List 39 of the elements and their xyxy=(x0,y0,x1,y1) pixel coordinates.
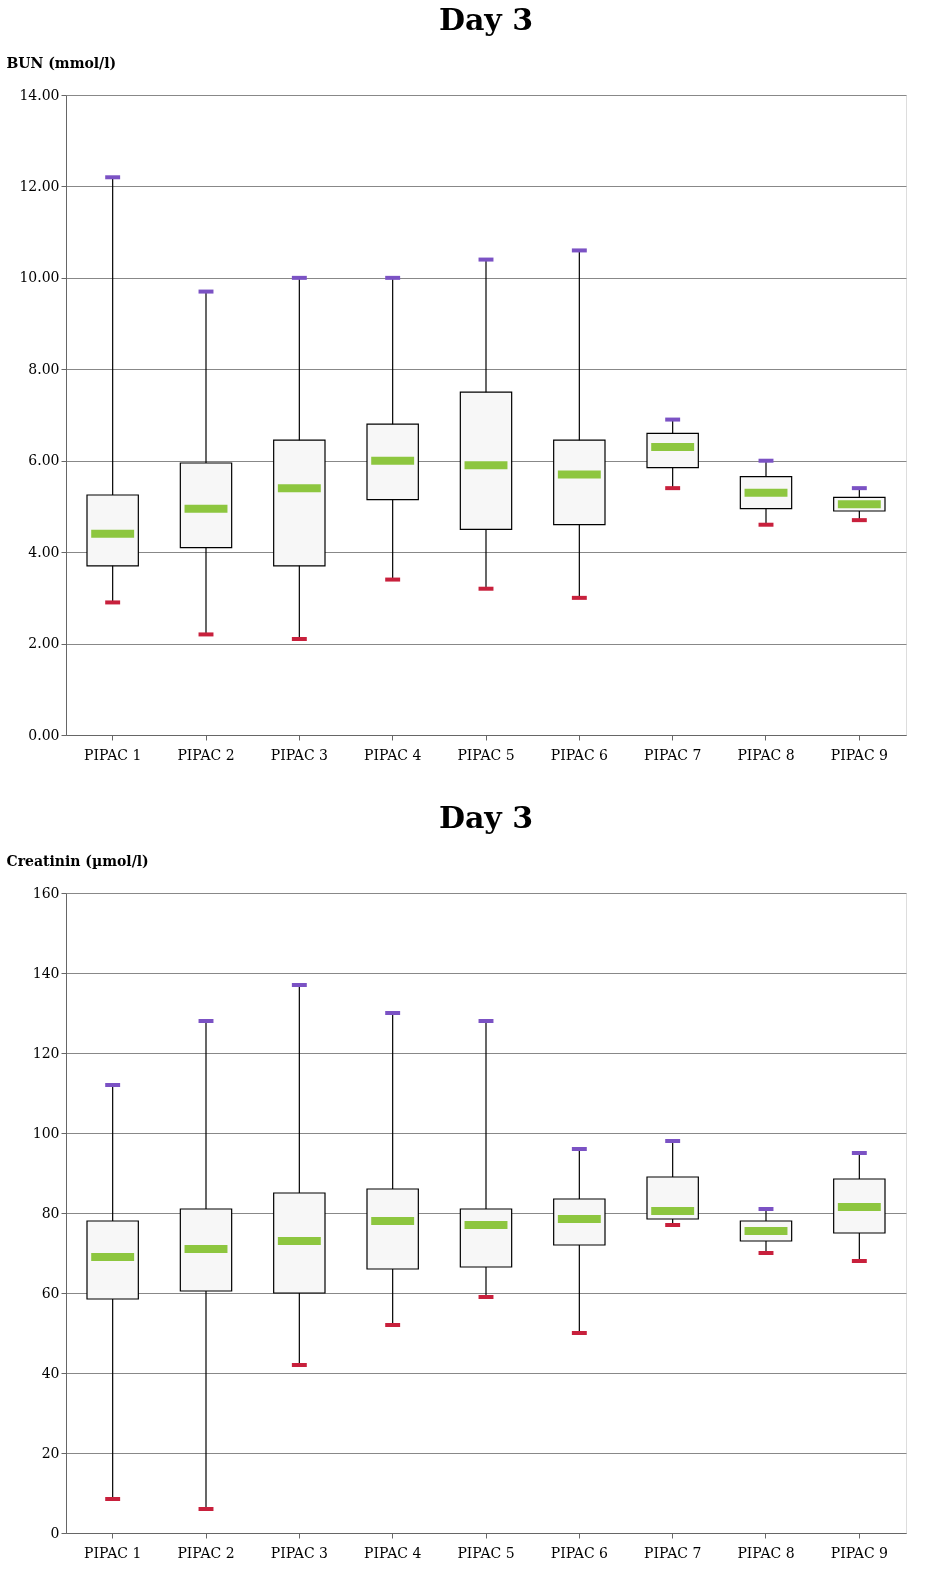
x-tick-label: PIPAC 7 xyxy=(644,1544,702,1561)
y-tick-label: 2.00 xyxy=(28,635,60,652)
y-tick-label: 12.00 xyxy=(19,177,60,194)
x-tick-label: PIPAC 6 xyxy=(550,1544,609,1561)
y-tick-label: 10.00 xyxy=(19,269,60,286)
chart-title: Day 3 xyxy=(438,2,534,37)
y-tick-label: 40 xyxy=(41,1364,60,1381)
y-tick-label: 0.00 xyxy=(28,726,60,743)
x-tick-label: PIPAC 5 xyxy=(457,1544,515,1561)
y-tick-label: 8.00 xyxy=(28,360,60,377)
y-tick-label: 60 xyxy=(41,1284,60,1301)
x-tick-label: PIPAC 1 xyxy=(84,746,142,763)
x-tick-label: PIPAC 3 xyxy=(270,1544,328,1561)
y-tick-label: 160 xyxy=(32,884,60,901)
x-tick-label: PIPAC 6 xyxy=(550,746,609,763)
x-tick-label: PIPAC 7 xyxy=(644,746,702,763)
x-tick-label: PIPAC 2 xyxy=(177,1544,235,1561)
y-tick-label: 4.00 xyxy=(28,543,60,560)
x-tick-label: PIPAC 4 xyxy=(364,746,422,763)
y-tick-label: 6.00 xyxy=(28,452,60,469)
y-tick-label: 80 xyxy=(41,1204,60,1221)
x-tick-label: PIPAC 8 xyxy=(737,1544,795,1561)
y-tick-label: 14.00 xyxy=(19,86,60,103)
y-tick-label: 0 xyxy=(50,1524,60,1541)
y-axis-title: BUN (mmol/l) xyxy=(6,54,117,71)
x-tick-label: PIPAC 9 xyxy=(830,746,888,763)
y-tick-label: 100 xyxy=(32,1124,60,1141)
x-tick-label: PIPAC 1 xyxy=(84,1544,142,1561)
x-tick-label: PIPAC 5 xyxy=(457,746,515,763)
chart-title: Day 3 xyxy=(438,800,534,835)
x-tick-label: PIPAC 4 xyxy=(364,1544,422,1561)
y-tick-label: 140 xyxy=(32,964,60,981)
x-tick-label: PIPAC 8 xyxy=(737,746,795,763)
y-axis-title: Creatinin (µmol/l) xyxy=(6,852,149,869)
x-tick-label: PIPAC 9 xyxy=(830,1544,888,1561)
y-tick-label: 20 xyxy=(41,1444,60,1461)
x-tick-label: PIPAC 2 xyxy=(177,746,235,763)
y-tick-label: 120 xyxy=(32,1044,60,1061)
x-tick-label: PIPAC 3 xyxy=(270,746,328,763)
